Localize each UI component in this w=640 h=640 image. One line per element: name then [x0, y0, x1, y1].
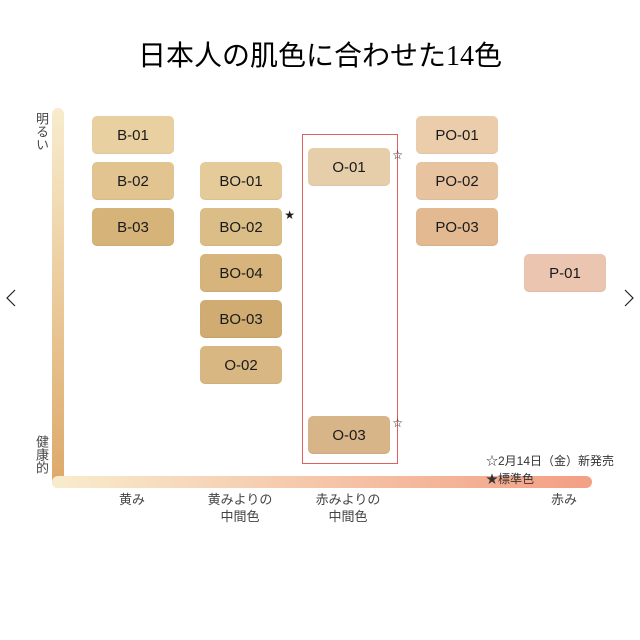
x-axis-label: 黄みよりの中間色: [208, 492, 273, 526]
chart-area: 明るい 健康的 B-01B-02B-03BO-01BO-02★BO-04BO-0…: [52, 108, 592, 488]
star-outline-icon: ☆: [392, 148, 403, 162]
next-arrow[interactable]: [618, 288, 638, 308]
shade-swatch-o-03: O-03☆: [308, 416, 390, 454]
shade-swatch-po-03: PO-03: [416, 208, 498, 246]
star-filled-icon: ★: [284, 208, 295, 222]
shade-swatch-po-01: PO-01: [416, 116, 498, 154]
shade-swatch-bo-02: BO-02★: [200, 208, 282, 246]
legend: ☆2月14日（金）新発売 ★標準色: [486, 452, 614, 488]
shade-swatch-b-02: B-02: [92, 162, 174, 200]
shade-swatch-bo-03: BO-03: [200, 300, 282, 338]
shade-swatch-po-02: PO-02: [416, 162, 498, 200]
legend-line-new: ☆2月14日（金）新発売: [486, 452, 614, 470]
legend-line-standard: ★標準色: [486, 470, 614, 488]
shade-chart-container: 日本人の肌色に合わせた14色 明るい 健康的 B-01 B-02 B-03 BO-01…: [0, 0, 640, 640]
x-axis-label: 赤み: [551, 492, 577, 509]
shade-swatch-o-02: O-02: [200, 346, 282, 384]
chart-title: 日本人の肌色に合わせた14色: [0, 0, 640, 74]
x-axis-label: 黄み: [119, 492, 145, 509]
shade-swatch-o-01: O-01☆: [308, 148, 390, 186]
prev-arrow[interactable]: [2, 288, 22, 308]
y-axis-label-bottom: 健康的: [32, 435, 51, 474]
shade-swatch-p-01: P-01: [524, 254, 606, 292]
y-axis-label-top: 明るい: [32, 112, 51, 151]
shade-swatch-bo-01: BO-01: [200, 162, 282, 200]
star-outline-icon: ☆: [392, 416, 403, 430]
shade-swatch-b-03: B-03: [92, 208, 174, 246]
y-axis-bar: [52, 108, 64, 488]
shade-swatch-bo-04: BO-04: [200, 254, 282, 292]
x-axis-label: 赤みよりの中間色: [316, 492, 381, 526]
shade-swatch-b-01: B-01: [92, 116, 174, 154]
